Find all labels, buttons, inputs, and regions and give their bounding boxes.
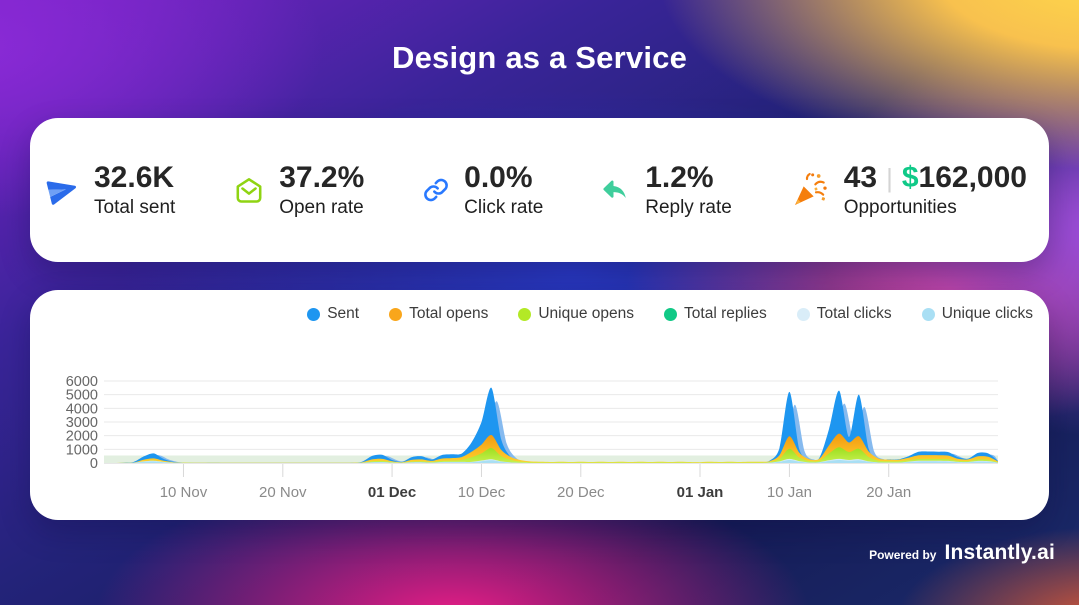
stat-value: 32.6K bbox=[94, 161, 175, 195]
stat-value: 37.2% bbox=[279, 161, 365, 195]
x-axis-tick-label: 20 Jan bbox=[866, 484, 911, 501]
legend-item-unique-clicks[interactable]: Unique clicks bbox=[921, 305, 1033, 323]
legend-label: Total clicks bbox=[816, 305, 892, 322]
x-axis-tick-label: 10 Dec bbox=[458, 484, 506, 501]
stat-text: 37.2% Open rate bbox=[279, 161, 364, 219]
x-axis-tick-label: 20 Nov bbox=[259, 484, 307, 501]
legend-dot-icon bbox=[307, 307, 321, 321]
powered-by-label: Powered by bbox=[869, 548, 937, 562]
stat-open-rate: 37.2% Open rate bbox=[233, 161, 364, 219]
series-unique-clicks bbox=[104, 460, 998, 463]
legend-item-total-opens[interactable]: Total opens bbox=[389, 305, 488, 323]
y-axis-tick-label: 1000 bbox=[66, 442, 98, 458]
x-axis-tick-label: 10 Jan bbox=[767, 484, 812, 501]
x-axis-tick-label: 10 Nov bbox=[160, 484, 208, 501]
stat-label: Reply rate bbox=[645, 196, 732, 218]
stat-label: Click rate bbox=[464, 196, 544, 218]
legend-item-total-clicks[interactable]: Total clicks bbox=[796, 305, 892, 323]
stat-total-sent: 32.6K Total sent bbox=[46, 161, 175, 219]
legend-label: Total replies bbox=[684, 305, 767, 322]
stat-text: 43 | $162,000 Opportunities bbox=[844, 161, 1027, 219]
paper-plane-icon bbox=[46, 173, 80, 207]
stat-text: 0.0% Click rate bbox=[464, 161, 543, 219]
legend-item-unique-opens[interactable]: Unique opens bbox=[518, 305, 634, 323]
y-axis-tick-label: 2000 bbox=[66, 429, 98, 445]
y-axis-tick-label: 3000 bbox=[66, 415, 98, 431]
chart-card: Sent Total opens Unique opens Total replies… bbox=[30, 290, 1049, 520]
legend-label: Sent bbox=[327, 305, 360, 322]
party-popper-icon bbox=[790, 170, 830, 210]
legend-dot-icon bbox=[664, 307, 678, 321]
reply-arrow-icon bbox=[601, 175, 631, 205]
x-axis-tick-label: 01 Dec bbox=[368, 484, 416, 501]
y-axis-tick-label: 4000 bbox=[66, 401, 98, 417]
series-unique-opens bbox=[104, 447, 998, 463]
stat-text: 32.6K Total sent bbox=[94, 161, 175, 219]
legend-dot-icon bbox=[921, 307, 935, 321]
link-icon bbox=[422, 176, 450, 204]
stat-label: Opportunities bbox=[843, 196, 957, 218]
series-total-opens bbox=[104, 433, 998, 463]
legend-dot-icon bbox=[389, 307, 403, 321]
stat-text: 1.2% Reply rate bbox=[645, 161, 732, 219]
separator: | bbox=[886, 163, 893, 194]
stat-label: Total sent bbox=[94, 196, 176, 218]
opportunities-amount: 162,000 bbox=[918, 161, 1027, 195]
y-axis-tick-label: 0 bbox=[90, 456, 98, 472]
stat-opportunities: 43 | $162,000 Opportunities bbox=[790, 161, 1027, 219]
page-title: Design as a Service bbox=[391, 40, 688, 75]
y-axis-tick-label: 6000 bbox=[66, 374, 98, 390]
stat-reply-rate: 1.2% Reply rate bbox=[601, 161, 732, 219]
x-axis-tick-label: 20 Dec bbox=[557, 484, 605, 501]
legend-dot-icon bbox=[796, 307, 810, 321]
instantly-brand[interactable]: Instantly.ai bbox=[944, 541, 1055, 564]
stat-label: Open rate bbox=[279, 196, 364, 218]
baseline-band bbox=[104, 455, 998, 463]
y-axis-tick-label: 5000 bbox=[66, 388, 98, 404]
stat-value: 43 | $162,000 bbox=[844, 161, 1027, 195]
legend-item-total-replies[interactable]: Total replies bbox=[664, 305, 767, 323]
currency-symbol: $ bbox=[901, 161, 919, 195]
open-envelope-icon bbox=[233, 174, 265, 206]
legend-label: Total opens bbox=[409, 305, 489, 322]
legend-dot-icon bbox=[518, 307, 532, 321]
legend-label: Unique clicks bbox=[941, 305, 1033, 322]
stats-card: 32.6K Total sent 37.2% Open rate 0.0% Cl… bbox=[30, 118, 1049, 262]
legend-label: Unique opens bbox=[538, 305, 635, 322]
stat-value: 0.0% bbox=[464, 161, 533, 195]
powered-by: Powered by Instantly.ai bbox=[869, 541, 1055, 565]
chart-legend: Sent Total opens Unique opens Total replies… bbox=[30, 303, 1033, 325]
x-axis-tick-label: 01 Jan bbox=[677, 484, 724, 501]
stat-value: 1.2% bbox=[645, 161, 714, 195]
stat-click-rate: 0.0% Click rate bbox=[422, 161, 543, 219]
opportunities-count: 43 bbox=[843, 161, 878, 195]
legend-item-sent[interactable]: Sent bbox=[307, 305, 359, 323]
